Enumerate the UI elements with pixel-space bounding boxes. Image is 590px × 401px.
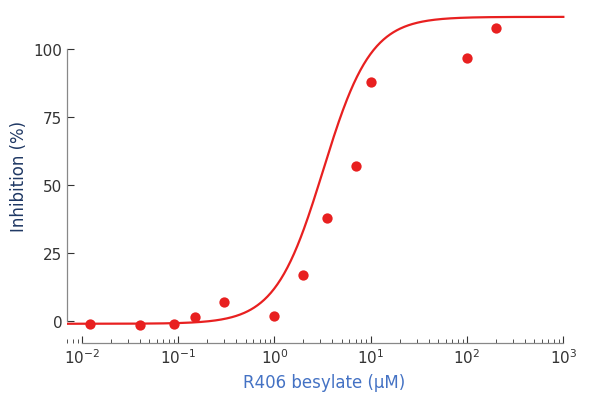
Point <box>270 313 279 319</box>
Point <box>85 321 94 327</box>
Point <box>366 80 375 86</box>
Y-axis label: Inhibition (%): Inhibition (%) <box>9 121 28 232</box>
Point <box>169 321 179 327</box>
X-axis label: R406 besylate (μM): R406 besylate (μM) <box>242 373 405 391</box>
Point <box>351 164 360 170</box>
Point <box>463 55 472 62</box>
Point <box>219 299 229 306</box>
Point <box>322 215 332 221</box>
Point <box>135 322 145 328</box>
Point <box>491 25 501 32</box>
Point <box>299 272 308 278</box>
Point <box>191 314 200 320</box>
